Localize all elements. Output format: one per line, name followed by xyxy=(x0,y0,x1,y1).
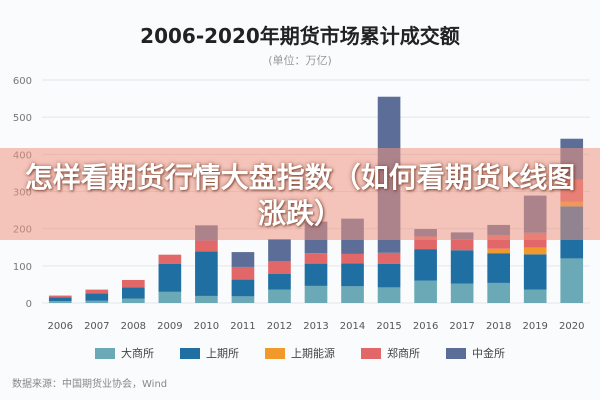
title-banner xyxy=(0,148,600,240)
bar-segment xyxy=(377,287,401,303)
chart-subtitle: (单位：万亿) xyxy=(268,54,332,67)
legend-swatch xyxy=(180,347,200,359)
banner-text: 怎样看期货行情大盘指数（如何看期货k线图涨跌） xyxy=(24,161,576,230)
bar-segment xyxy=(377,263,401,288)
bar-segment xyxy=(48,295,72,298)
y-tick-label: 600 xyxy=(13,76,32,87)
bar-segment xyxy=(85,289,109,294)
bar-segment xyxy=(158,254,182,264)
bar-segment xyxy=(122,298,145,303)
bar-segment xyxy=(231,252,255,267)
bar-segment xyxy=(341,253,364,264)
legend-label: 中金所 xyxy=(472,347,505,360)
legend-item: 上期能源 xyxy=(265,345,335,361)
legend-item: 郑商所 xyxy=(361,345,420,361)
bar-segment xyxy=(85,300,109,303)
legend-label: 上期所 xyxy=(206,347,239,360)
bar-segment xyxy=(48,297,72,302)
bar-segment xyxy=(268,274,291,290)
bar-segment xyxy=(487,282,510,303)
bar-segment xyxy=(231,279,255,297)
bar-segment xyxy=(48,301,72,303)
bar-segment xyxy=(523,247,547,255)
legend-swatch xyxy=(446,347,466,359)
legend-swatch xyxy=(265,347,285,359)
legend-item: 大商所 xyxy=(95,345,154,361)
legend-swatch xyxy=(361,347,381,359)
x-tick-label: 2015 xyxy=(376,321,401,332)
bar-segment xyxy=(450,283,474,303)
bar-segment xyxy=(195,251,218,296)
x-tick-label: 2006 xyxy=(48,321,73,332)
bar-segment xyxy=(523,289,547,303)
bar-segment xyxy=(341,286,364,303)
bar-segment xyxy=(341,263,364,287)
legend-item: 中金所 xyxy=(446,345,505,361)
y-tick-label: 100 xyxy=(13,262,32,273)
bar-segment xyxy=(304,285,328,303)
x-tick-label: 2011 xyxy=(230,321,255,332)
x-tick-label: 2019 xyxy=(522,321,547,332)
bar-segment xyxy=(304,263,328,286)
bar-segment xyxy=(122,279,145,288)
bar-segment xyxy=(450,250,474,284)
data-source: 数据来源：中国期货业协会，Wind xyxy=(12,379,168,390)
y-tick-label: 500 xyxy=(13,113,32,124)
x-tick-label: 2016 xyxy=(413,321,438,332)
bar-segment xyxy=(231,296,255,303)
bar-segment xyxy=(85,293,109,301)
legend-label: 大商所 xyxy=(121,347,154,360)
bar-segment xyxy=(560,258,584,303)
chart-legend: 大商所 上期所 上期能源 郑商所 中金所 xyxy=(0,345,600,361)
bar-segment xyxy=(231,266,255,280)
bar-segment xyxy=(523,254,547,290)
bar-segment xyxy=(195,240,218,252)
bar-segment xyxy=(268,261,291,275)
bar-segment xyxy=(158,263,182,292)
bar-segment xyxy=(268,289,291,303)
bar-segment xyxy=(487,248,510,254)
bar-segment xyxy=(377,252,401,264)
legend-swatch xyxy=(95,347,115,359)
x-tick-label: 2017 xyxy=(449,321,474,332)
x-tick-label: 2010 xyxy=(194,321,219,332)
bar-segment xyxy=(268,239,291,262)
x-tick-label: 2012 xyxy=(267,321,292,332)
x-tick-label: 2009 xyxy=(157,321,182,332)
bar-segment xyxy=(450,239,474,251)
x-tick-label: 2020 xyxy=(559,321,584,332)
x-tick-label: 2014 xyxy=(340,321,365,332)
x-tick-label: 2007 xyxy=(84,321,109,332)
bar-segment xyxy=(158,291,182,303)
legend-item: 上期所 xyxy=(180,345,239,361)
bar-segment xyxy=(414,280,437,303)
x-tick-label: 2008 xyxy=(121,321,146,332)
bar-segment xyxy=(195,295,218,303)
chart-title: 2006-2020年期货市场累计成交额 xyxy=(140,24,460,48)
y-tick-label: 0 xyxy=(26,299,32,310)
x-tick-label: 2013 xyxy=(303,321,328,332)
bar-segment xyxy=(122,287,145,299)
bar-segment xyxy=(414,249,437,281)
bar-segment xyxy=(304,253,328,264)
legend-label: 上期能源 xyxy=(291,347,335,360)
x-tick-label: 2018 xyxy=(486,321,511,332)
bar-segment xyxy=(487,253,510,283)
legend-label: 郑商所 xyxy=(387,347,420,360)
